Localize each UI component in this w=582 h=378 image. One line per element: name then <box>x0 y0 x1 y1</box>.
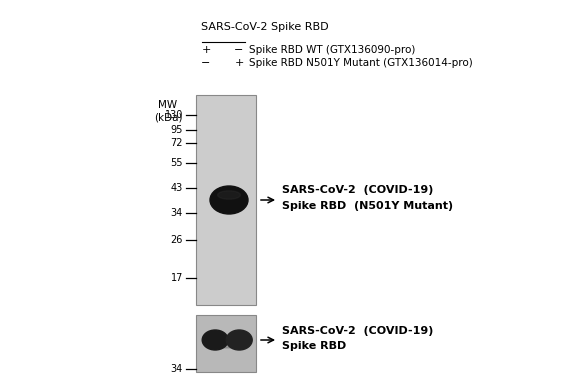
Text: +: + <box>235 58 244 68</box>
Text: +: + <box>201 45 211 55</box>
Text: 95: 95 <box>171 125 183 135</box>
Text: SARS-CoV-2  (COVID-19): SARS-CoV-2 (COVID-19) <box>282 185 434 195</box>
Text: 17: 17 <box>171 273 183 283</box>
Text: 34: 34 <box>171 364 183 374</box>
Ellipse shape <box>218 191 240 199</box>
Text: 55: 55 <box>171 158 183 168</box>
Text: SARS-CoV-2  (COVID-19): SARS-CoV-2 (COVID-19) <box>282 326 434 336</box>
Text: Spike RBD WT (GTX136090-pro): Spike RBD WT (GTX136090-pro) <box>249 45 416 55</box>
Text: SARS-CoV-2 Spike RBD: SARS-CoV-2 Spike RBD <box>201 22 329 32</box>
Ellipse shape <box>202 330 228 350</box>
Text: 26: 26 <box>171 235 183 245</box>
Bar <box>196 95 256 305</box>
Ellipse shape <box>210 338 243 348</box>
Text: Spike RBD  (N501Y Mutant): Spike RBD (N501Y Mutant) <box>282 201 453 211</box>
Text: Spike RBD: Spike RBD <box>282 341 346 351</box>
Text: 130: 130 <box>165 110 183 120</box>
Ellipse shape <box>226 330 252 350</box>
Text: MW
(kDa): MW (kDa) <box>154 100 182 122</box>
Text: −: − <box>235 45 244 55</box>
Bar <box>196 315 256 372</box>
Ellipse shape <box>210 186 248 214</box>
Text: −: − <box>201 58 211 68</box>
Text: Spike RBD N501Y Mutant (GTX136014-pro): Spike RBD N501Y Mutant (GTX136014-pro) <box>249 58 473 68</box>
Text: 43: 43 <box>171 183 183 193</box>
Text: 34: 34 <box>171 208 183 218</box>
Text: 72: 72 <box>171 138 183 148</box>
